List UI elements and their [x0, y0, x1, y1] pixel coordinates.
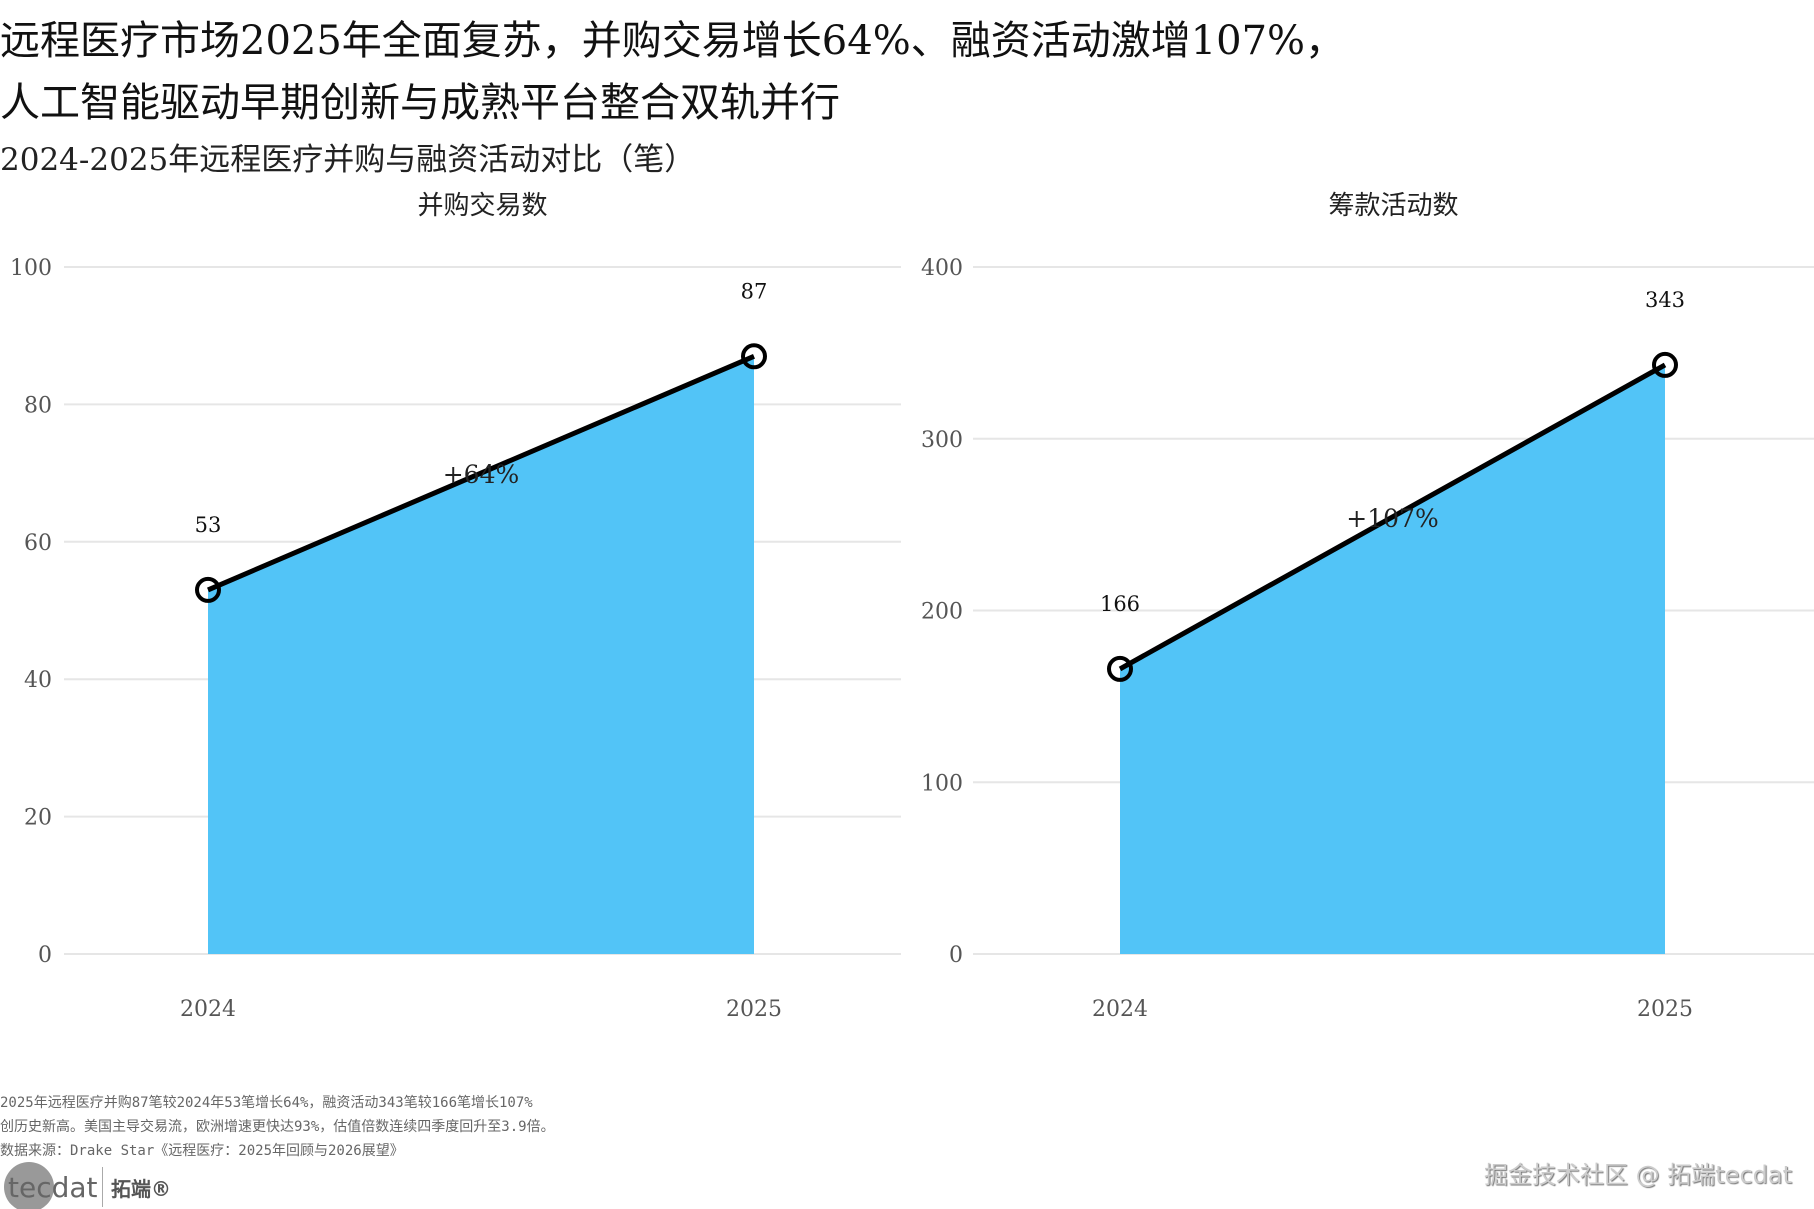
area-fill — [1120, 364, 1665, 955]
data-point — [1107, 655, 1133, 682]
data-point — [195, 576, 221, 603]
logo-text: tecdat — [8, 1170, 98, 1204]
growth-annotation: +107% — [1346, 504, 1438, 533]
footnote-3: 数据来源：Drake Star《远程医疗：2025年回顾与2026展望》 — [0, 1143, 404, 1159]
area-fill — [208, 356, 754, 954]
x-tick-label: 2024 — [1092, 997, 1148, 1022]
series-line — [207, 354, 755, 593]
subtitle: 2024-2025年远程医疗并购与融资活动对比（笔） — [0, 142, 696, 178]
data-label: 87 — [741, 279, 768, 303]
data-label: 166 — [1100, 592, 1140, 616]
data-point — [1652, 351, 1678, 378]
data-label: 343 — [1645, 288, 1685, 312]
title-line-1: 远程医疗市场2025年全面复苏，并购交易增长64%、融资活动激增107%， — [0, 18, 1346, 64]
footnote-2: 创历史新高。美国主导交易流，欧洲增速更快达93%，估值倍数连续四季度回升至3.9… — [0, 1119, 555, 1135]
watermark: 掘金技术社区 @ 拓端tecdat — [1484, 1161, 1792, 1189]
x-tick-label: 2024 — [180, 997, 236, 1022]
y-tick-label: 100 — [10, 256, 52, 281]
y-tick-label: 0 — [38, 943, 52, 968]
logo-brand: 拓端® — [111, 1176, 171, 1201]
data-point — [741, 343, 767, 370]
logo: tecdat 拓端® — [4, 1162, 171, 1209]
growth-annotation: +64% — [443, 460, 520, 489]
y-tick-label: 60 — [24, 531, 52, 556]
y-tick-label: 300 — [921, 428, 963, 453]
panel-title: 并购交易数 — [417, 191, 547, 221]
footnote-1: 2025年远程医疗并购87笔较2024年53笔增长64%，融资活动343笔较16… — [0, 1095, 533, 1111]
panel-title: 筹款活动数 — [1328, 191, 1458, 221]
x-tick-label: 2025 — [1637, 997, 1693, 1022]
y-tick-label: 100 — [921, 771, 963, 796]
y-tick-label: 20 — [24, 806, 52, 831]
y-tick-label: 40 — [24, 668, 52, 693]
series-line — [1118, 362, 1667, 672]
y-tick-label: 0 — [949, 943, 963, 968]
y-tick-label: 200 — [921, 600, 963, 625]
x-tick-label: 2025 — [726, 997, 782, 1022]
y-tick-label: 400 — [921, 256, 963, 281]
y-tick-label: 80 — [24, 393, 52, 418]
title-line-2: 人工智能驱动早期创新与成熟平台整合双轨并行 — [0, 80, 840, 126]
data-label: 53 — [195, 513, 222, 537]
